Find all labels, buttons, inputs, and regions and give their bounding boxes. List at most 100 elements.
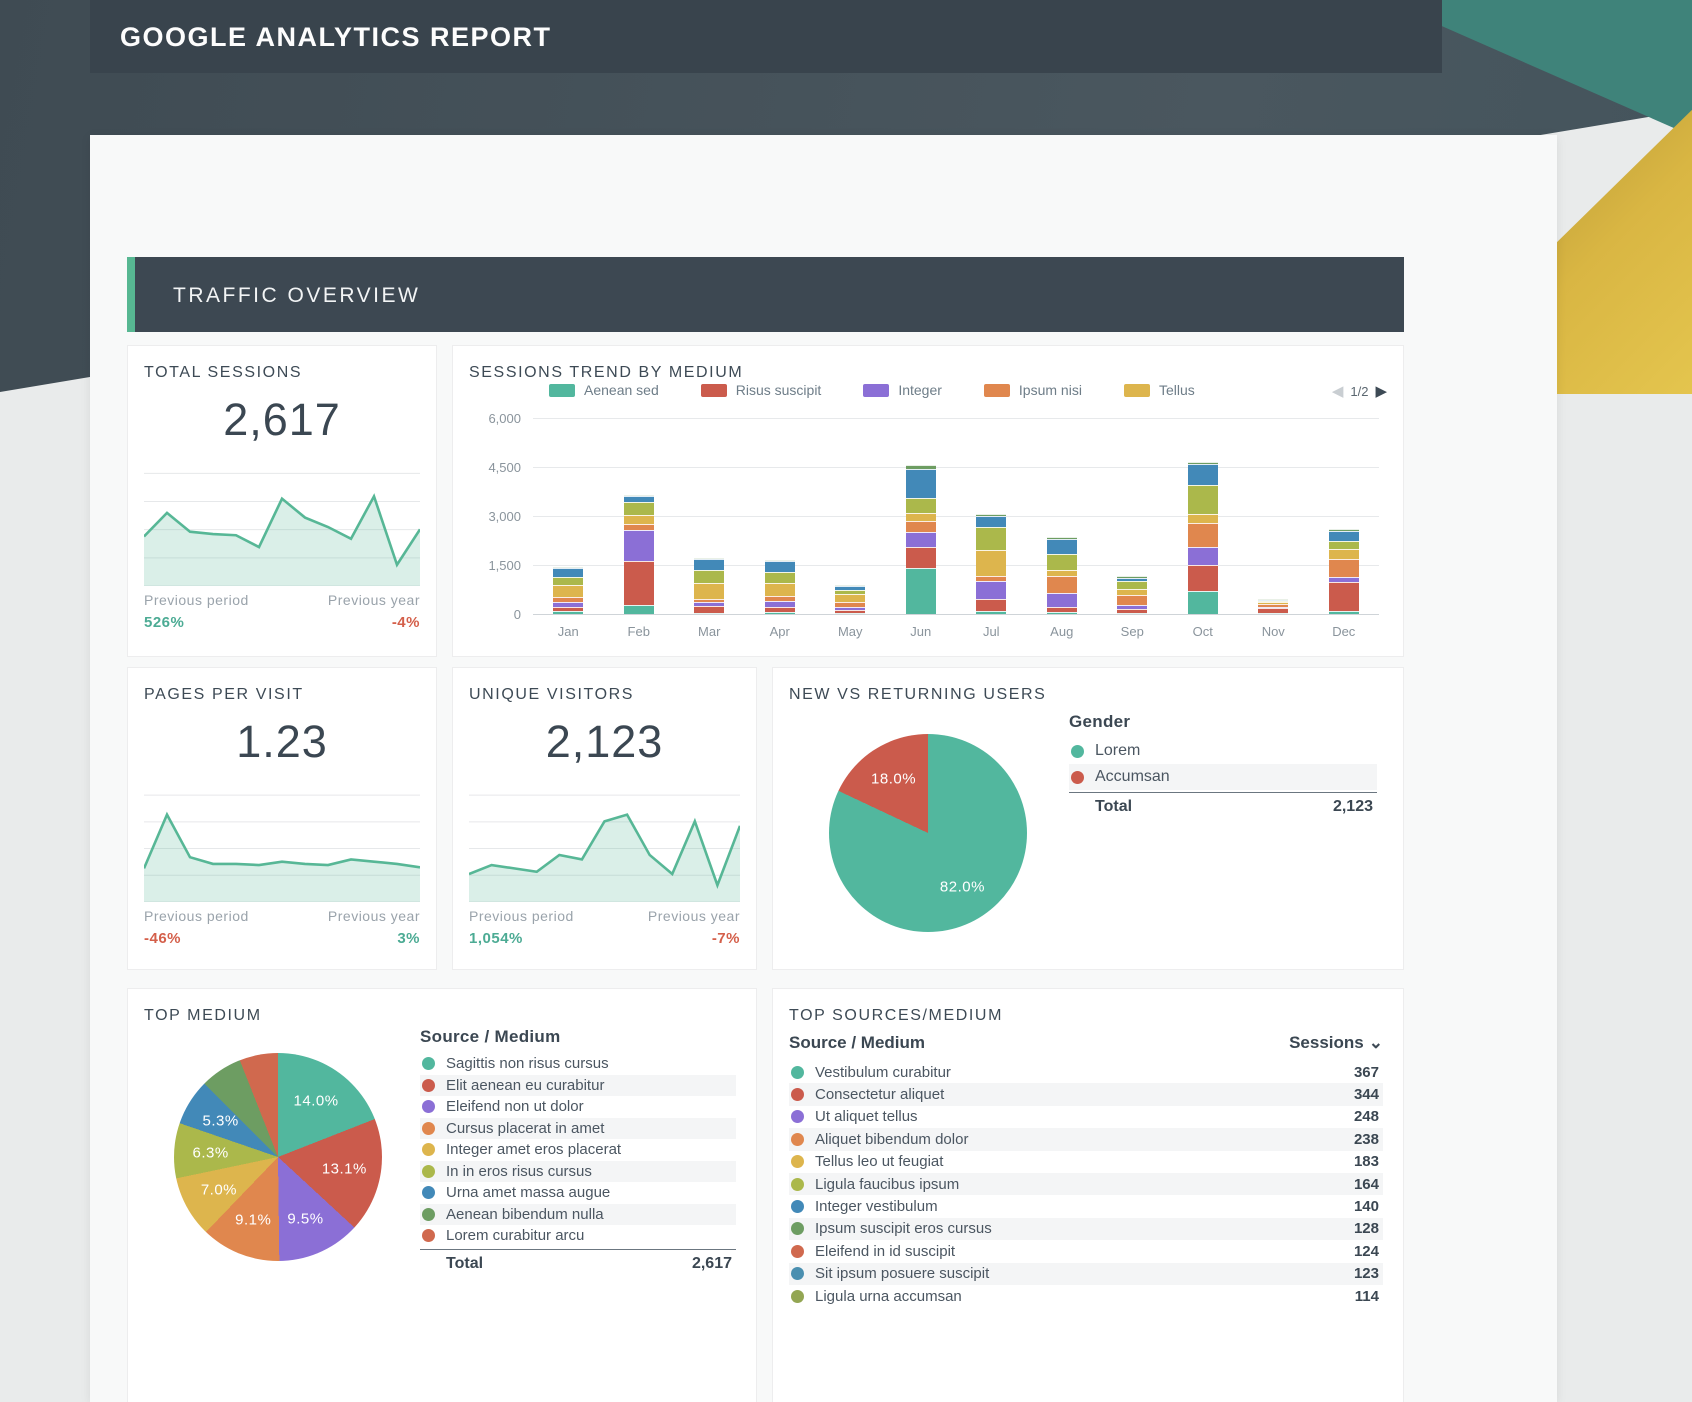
list-item: Accumsan xyxy=(1069,764,1377,790)
page-title: GOOGLE ANALYTICS REPORT xyxy=(120,22,552,52)
color-dot-icon xyxy=(791,1222,804,1236)
table-row: Tellus leo ut feugiat 183 xyxy=(789,1151,1383,1173)
trend-legend: Aenean sed Risus suscipit Integer Ipsum nis… xyxy=(549,382,1195,398)
stacked-bar-aug xyxy=(1046,537,1077,614)
table-row: Eleifend in id suscipit 124 xyxy=(789,1240,1383,1262)
color-dot-icon xyxy=(422,1229,435,1243)
list-item: Elit aenean eu curabitur xyxy=(420,1074,736,1096)
sessions-value: 123 xyxy=(1353,1265,1379,1283)
legend-item: Ipsum nisi xyxy=(983,382,1082,398)
color-dot-icon xyxy=(422,1164,435,1178)
pie-slice-label: 14.0% xyxy=(293,1092,339,1110)
stacked-bar-jul xyxy=(976,514,1007,614)
sessions-value: 344 xyxy=(1353,1086,1379,1104)
pie-slice-label: 9.5% xyxy=(287,1210,324,1228)
table-row: Vestibulum curabitur 367 xyxy=(789,1061,1383,1083)
prev-period-value: -46% xyxy=(144,930,182,947)
card-title: SESSIONS TREND BY MEDIUM xyxy=(469,364,744,381)
top-medium-legend-list: Sagittis non risus cursus Elit aenean eu … xyxy=(420,1053,736,1247)
legend-swatch-icon xyxy=(700,383,727,397)
color-dot-icon xyxy=(791,1200,804,1214)
sessions-value: 367 xyxy=(1353,1063,1379,1081)
source-label: Ligula urna accumsan xyxy=(815,1287,962,1305)
color-dot-icon xyxy=(422,1207,435,1221)
source-label: Ipsum suscipit eros cursus xyxy=(815,1220,992,1238)
stacked-bar-apr xyxy=(764,560,795,614)
section-title: TRAFFIC OVERVIEW xyxy=(173,284,421,307)
table-row: Ut aliquet tellus 248 xyxy=(789,1106,1383,1128)
card-title: UNIQUE VISITORS xyxy=(469,686,635,703)
source-label: Tellus leo ut feugiat xyxy=(815,1153,944,1171)
prev-period-label: Previous period xyxy=(144,908,249,924)
list-item: Integer amet eros placerat xyxy=(420,1139,736,1161)
color-dot-icon xyxy=(1071,770,1084,784)
color-dot-icon xyxy=(791,1177,804,1191)
total-value: 2,123 xyxy=(1332,798,1373,815)
source-label: Ut aliquet tellus xyxy=(815,1108,918,1126)
unique-visitors-sparkline xyxy=(469,790,740,902)
color-dot-icon xyxy=(791,1289,804,1303)
sessions-value: 183 xyxy=(1353,1153,1379,1171)
pie-legend-title: Gender xyxy=(1069,712,1131,731)
prev-period-value: 526% xyxy=(144,614,185,631)
y-axis-labels: 0 1,500 3,000 4,500 6,000 xyxy=(488,411,521,622)
color-dot-icon xyxy=(422,1078,435,1092)
pager-next-icon[interactable]: ▶ xyxy=(1375,383,1387,400)
pie-slice-label: 6.3% xyxy=(192,1144,229,1162)
color-dot-icon xyxy=(791,1267,804,1281)
table-row: Aliquet bibendum dolor 238 xyxy=(789,1128,1383,1151)
stacked-bar-may xyxy=(835,584,866,614)
card-title: PAGES PER VISIT xyxy=(144,686,304,703)
card-total-sessions: TOTAL SESSIONS 2,617 Previous period Pre… xyxy=(127,345,437,657)
stacked-bar-oct xyxy=(1187,462,1218,614)
pie-slice-label: 18.0% xyxy=(871,770,917,788)
chevron-down-icon: ⌄ xyxy=(1368,1033,1383,1052)
table-row: Integer vestibulum 140 xyxy=(789,1195,1383,1217)
stacked-bar-dec xyxy=(1328,529,1359,614)
legend-item: Risus suscipit xyxy=(700,382,821,398)
sessions-value: 124 xyxy=(1353,1242,1379,1260)
header-bar: GOOGLE ANALYTICS REPORT xyxy=(90,0,1442,73)
list-item: Cursus placerat in amet xyxy=(420,1117,736,1139)
stacked-bar-nov xyxy=(1258,599,1289,614)
color-dot-icon xyxy=(422,1186,435,1200)
prev-period-label: Previous period xyxy=(144,592,249,608)
prev-year-value: -7% xyxy=(711,930,740,947)
pie-legend-title: Source / Medium xyxy=(420,1027,561,1046)
color-dot-icon xyxy=(422,1121,435,1135)
stacked-bar-mar xyxy=(694,558,725,614)
prev-year-label: Previous year xyxy=(327,592,420,608)
color-dot-icon xyxy=(1071,744,1084,758)
list-item: Lorem curabitur arcu xyxy=(420,1225,736,1247)
pager-prev-icon[interactable]: ◀ xyxy=(1331,383,1344,400)
column-header-sessions-sort[interactable]: Sessions ⌄ xyxy=(1289,1033,1383,1052)
prev-year-value: -4% xyxy=(391,614,420,631)
card-new-vs-returning: NEW VS RETURNING USERS 82.0% 18.0% Gender… xyxy=(772,667,1404,970)
card-unique-visitors: UNIQUE VISITORS 2,123 Previous period Pr… xyxy=(452,667,757,970)
color-dot-icon xyxy=(791,1155,804,1169)
color-dot-icon xyxy=(791,1088,804,1102)
color-dot-icon xyxy=(422,1100,435,1114)
x-axis-labels: Jan Feb Mar Apr May Jun Jul Aug Sep Oct Nov Dec xyxy=(557,624,1356,639)
gender-legend-list: Lorem Accumsan xyxy=(1069,738,1377,790)
sessions-value: 164 xyxy=(1353,1175,1379,1193)
card-title: TOP SOURCES/MEDIUM xyxy=(789,1007,1004,1024)
plot-area xyxy=(533,418,1379,615)
total-label: Total xyxy=(1095,798,1133,815)
pie-slice-label: 82.0% xyxy=(939,878,985,896)
pie-slice-label: 5.3% xyxy=(202,1112,239,1130)
list-item: Eleifend non ut dolor xyxy=(420,1096,736,1118)
total-label: Total xyxy=(446,1254,484,1272)
stacked-bar-chart: 0 1,500 3,000 4,500 6,000 Jan Feb Mar Apr May Jun… xyxy=(469,411,1387,650)
legend-item: Integer xyxy=(863,382,942,398)
card-title: TOTAL SESSIONS xyxy=(144,364,303,381)
source-label: Consectetur aliquet xyxy=(815,1086,945,1104)
prev-period-label: Previous period xyxy=(469,908,574,924)
source-label: Integer vestibulum xyxy=(815,1198,938,1216)
card-title: TOP MEDIUM xyxy=(144,1007,262,1024)
table-row: Consectetur aliquet 344 xyxy=(789,1083,1383,1106)
stacked-bar-feb xyxy=(623,494,654,614)
pager-page-indicator: 1/2 xyxy=(1350,383,1369,399)
table-row: Ipsum suscipit eros cursus 128 xyxy=(789,1217,1383,1241)
source-label: Aliquet bibendum dolor xyxy=(815,1130,969,1148)
